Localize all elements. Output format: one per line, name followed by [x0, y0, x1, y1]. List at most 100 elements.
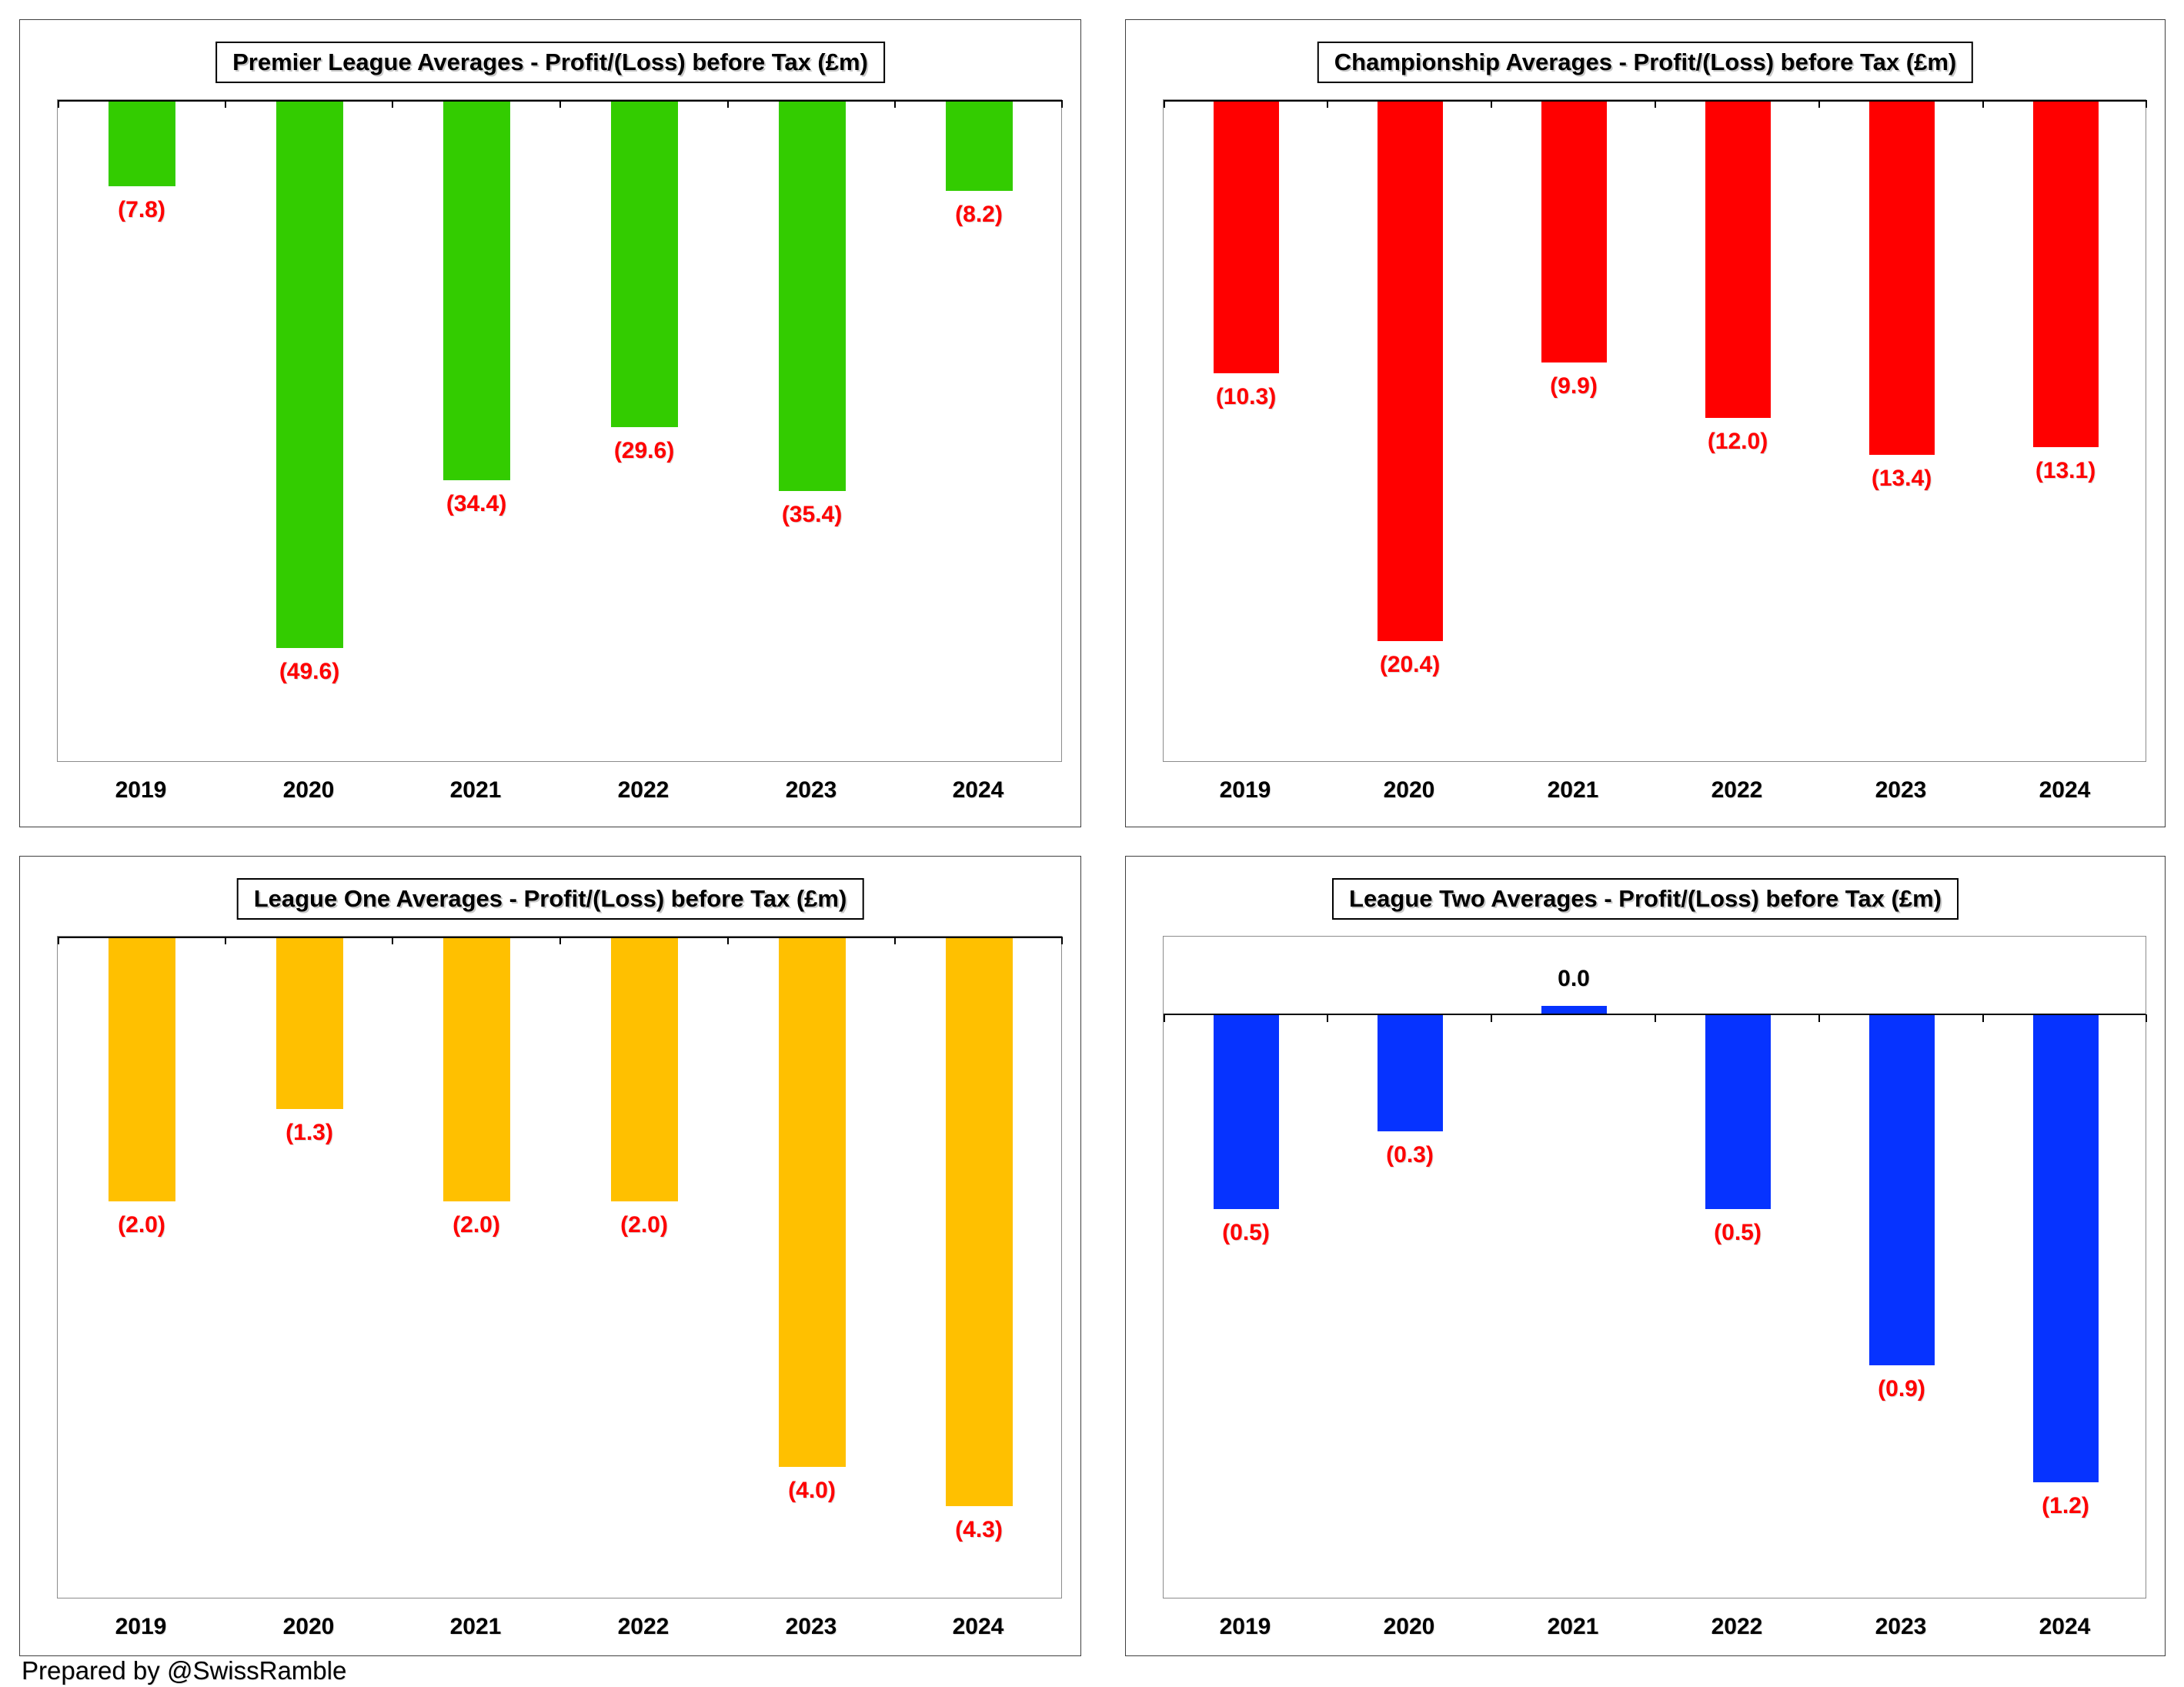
x-axis-label-2023: 2023: [785, 1614, 837, 1639]
x-axis-label-2021: 2021: [449, 1614, 502, 1639]
axis-tick: [225, 937, 226, 944]
bar-value-label: (10.3): [1215, 384, 1277, 409]
bar-2024: [945, 937, 1013, 1506]
axis-tick: [2146, 100, 2147, 108]
bar-2023: [1868, 100, 1935, 455]
axis-tick: [1818, 100, 1820, 108]
bar-2023: [1868, 1014, 1935, 1365]
bar-value-label: (0.5): [1714, 1220, 1762, 1245]
axis-tick: [1655, 1014, 1656, 1022]
bar-value-label: (0.3): [1386, 1142, 1434, 1168]
axis-tick: [1491, 100, 1492, 108]
chart-panel-league-two: League Two Averages - Profit/(Loss) befo…: [1125, 856, 2166, 1656]
bar-value-label: (7.8): [118, 197, 165, 222]
bar-value-label: (4.0): [788, 1478, 836, 1503]
axis-tick: [1164, 100, 1165, 108]
axis-tick: [1982, 1014, 1984, 1022]
x-axis-label-2020: 2020: [1383, 777, 1435, 803]
axis-tick: [225, 100, 226, 108]
bar-value-label: (29.6): [613, 438, 675, 463]
x-axis-label-2020: 2020: [282, 777, 335, 803]
x-axis-label-2020: 2020: [282, 1614, 335, 1639]
chart-panel-premier-league: Premier League Averages - Profit/(Loss) …: [19, 19, 1081, 827]
chart-title-premier-league: Premier League Averages - Profit/(Loss) …: [215, 42, 885, 83]
x-axis-label-2019: 2019: [1219, 1614, 1271, 1639]
bar-2019: [1213, 1014, 1279, 1209]
axis-tick: [1982, 100, 1984, 108]
bar-2022: [1705, 1014, 1771, 1209]
bar-2022: [610, 937, 678, 1201]
axis-tick: [392, 937, 393, 944]
x-axis-label-2021: 2021: [1547, 777, 1599, 803]
bar-2020: [276, 937, 343, 1109]
x-axis-label-2021: 2021: [449, 777, 502, 803]
bar-2022: [610, 100, 678, 427]
bar-value-label: (0.9): [1878, 1376, 1925, 1401]
bar-2024: [945, 100, 1013, 191]
bar-value-label: (2.0): [620, 1212, 668, 1238]
axis-tick: [1164, 1014, 1165, 1022]
bar-value-label: (4.3): [955, 1517, 1003, 1542]
x-axis-label-2023: 2023: [1875, 777, 1927, 803]
bar-2020: [1377, 1014, 1443, 1131]
plot-area: (7.8) (49.6) (34.4) (29.6) (35.4) (8.2): [57, 99, 1063, 762]
x-axis-label-2021: 2021: [1547, 1614, 1599, 1639]
x-axis-label-2019: 2019: [1219, 777, 1271, 803]
bar-value-label: (35.4): [781, 502, 843, 527]
x-axis-label-2022: 2022: [617, 777, 670, 803]
x-axis-label-2024: 2024: [952, 777, 1004, 803]
chart-title-league-two: League Two Averages - Profit/(Loss) befo…: [1332, 878, 1959, 920]
axis-tick: [1818, 1014, 1820, 1022]
bar-2019: [1213, 100, 1279, 373]
axis-tick: [727, 937, 729, 944]
bar-value-label: (1.2): [2042, 1493, 2089, 1518]
bar-value-label: (2.0): [452, 1212, 500, 1238]
bar-value-label: (0.5): [1222, 1220, 1270, 1245]
x-axis-label-2020: 2020: [1383, 1614, 1435, 1639]
bar-value-label: (13.1): [2035, 458, 2096, 483]
axis-tick: [894, 937, 896, 944]
axis-tick: [559, 937, 561, 944]
bar-value-label: 0.0: [1558, 966, 1590, 991]
x-axis-label-2022: 2022: [1711, 1614, 1763, 1639]
x-axis-label-2024: 2024: [2039, 777, 2091, 803]
bar-2023: [778, 100, 846, 491]
bar-2021: [442, 100, 510, 480]
x-axis-label-2022: 2022: [617, 1614, 670, 1639]
x-axis-label-2023: 2023: [785, 777, 837, 803]
bar-value-label: (49.6): [279, 659, 340, 684]
bar-2022: [1705, 100, 1771, 418]
bar-2019: [108, 100, 175, 186]
axis-tick: [1061, 100, 1063, 108]
axis-tick: [1327, 1014, 1328, 1022]
x-axis-label-2019: 2019: [115, 777, 167, 803]
plot-area: (10.3) (20.4) (9.9) (12.0) (13.4) (13.1): [1163, 99, 2147, 762]
bar-value-label: (34.4): [446, 491, 507, 516]
axis-tick: [58, 100, 59, 108]
axis-tick: [392, 100, 393, 108]
footer-credit: Prepared by @SwissRamble: [22, 1656, 347, 1685]
x-axis-label-2023: 2023: [1875, 1614, 1927, 1639]
chart-panel-league-one: League One Averages - Profit/(Loss) befo…: [19, 856, 1081, 1656]
axis-tick: [58, 937, 59, 944]
axis-tick: [1655, 100, 1656, 108]
axis-tick: [894, 100, 896, 108]
axis-tick: [727, 100, 729, 108]
axis-tick: [1061, 937, 1063, 944]
x-axis-label-2024: 2024: [2039, 1614, 2091, 1639]
bar-2024: [2032, 100, 2099, 447]
bar-2020: [276, 100, 343, 648]
plot-area: (0.5) (0.3) 0.0 (0.5) (0.9) (1.2): [1163, 936, 2147, 1598]
x-axis-label-2019: 2019: [115, 1614, 167, 1639]
bar-2020: [1377, 100, 1443, 641]
bar-value-label: (2.0): [118, 1212, 165, 1238]
bar-value-label: (12.0): [1707, 429, 1768, 454]
bar-2023: [778, 937, 846, 1467]
bar-2019: [108, 937, 175, 1201]
bar-2021: [1541, 100, 1607, 362]
plot-area: (2.0) (1.3) (2.0) (2.0) (4.0) (4.3): [57, 936, 1063, 1598]
axis-tick: [1327, 100, 1328, 108]
bar-value-label: (9.9): [1550, 373, 1598, 399]
chart-panel-championship: Championship Averages - Profit/(Loss) be…: [1125, 19, 2166, 827]
